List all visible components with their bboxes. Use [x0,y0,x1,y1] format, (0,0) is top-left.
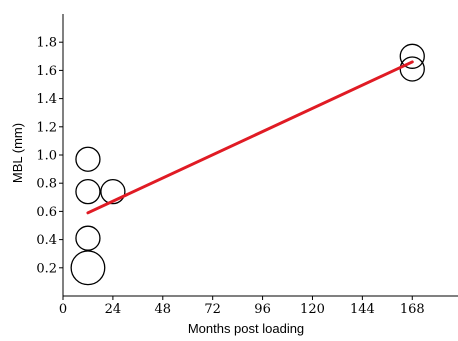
x-tick-label: 120 [300,302,325,317]
y-tick-label: 1.6 [36,64,57,79]
data-point-bubble [70,250,106,286]
x-tick-label: 144 [350,302,375,317]
fit-line-group [86,60,414,215]
y-tick-label: 1.8 [36,36,57,51]
y-tick-label: 1.4 [36,92,57,107]
x-tick-label: 96 [254,302,271,317]
y-tick-label: 0.6 [36,205,57,220]
y-tick-label: 0.4 [36,233,57,248]
x-tick-label: 72 [204,302,221,317]
x-axis-title: Months post loading [188,321,304,336]
y-tick-label: 0.8 [36,177,57,192]
x-tick-label: 168 [400,302,425,317]
ticks: 0 24 48 72 96 120 144 168 0.2 0.4 0.6 0.8 1.0 1.2 1.4 1… [36,36,424,317]
y-tick-label: 0.2 [36,261,57,276]
data-point-bubble [100,179,126,205]
data-point-bubble [75,179,101,205]
y-axis-title: MBL (mm) [10,123,25,183]
y-tick-label: 1.2 [36,120,57,135]
x-tick-label: 0 [59,302,67,317]
data-point-bubble [75,146,101,172]
axes [62,14,458,297]
data-point-bubble [399,43,425,69]
regression-line [86,60,414,215]
y-tick-label: 1.0 [36,149,57,164]
data-points [70,43,425,286]
data-point-bubble [75,225,101,251]
x-tick-label: 24 [105,302,122,317]
x-tick-label: 48 [155,302,172,317]
